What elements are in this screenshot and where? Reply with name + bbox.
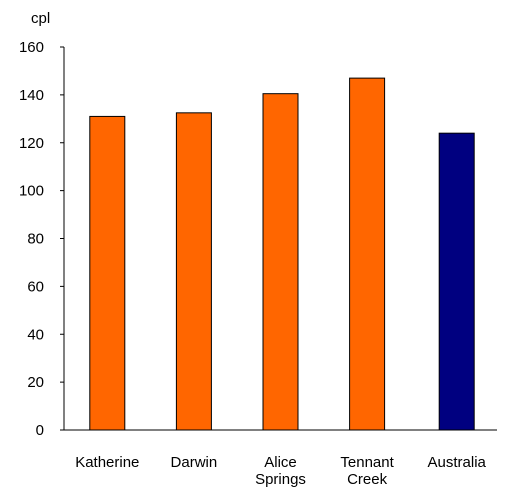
y-tick-label: 60 (27, 278, 44, 295)
x-category-label-line: Darwin (171, 454, 218, 471)
x-category-label: Tennant Creek (340, 454, 394, 488)
y-tick-label: 0 (36, 422, 44, 439)
x-category-label-line: Alice (264, 454, 297, 471)
y-tick-label: 80 (27, 231, 44, 248)
bar (175, 112, 212, 431)
y-axis-unit-label: cpl (31, 10, 50, 27)
x-category-label: Katherine (75, 454, 139, 471)
x-category-label: Alice Springs (255, 454, 306, 488)
x-category-label: Darwin (171, 454, 218, 471)
y-tick-label: 120 (19, 135, 44, 152)
y-tick-label: 140 (19, 87, 44, 104)
y-tick-label: 20 (27, 374, 44, 391)
y-axis-ticks: 0 20 40 60 80 100 120 140 160 (19, 39, 64, 439)
x-category-label: Australia (428, 454, 487, 471)
x-category-label-line: Katherine (75, 454, 139, 471)
x-category-label-line: Australia (428, 454, 487, 471)
x-category-label-line: Tennant (340, 454, 394, 471)
bar (438, 132, 475, 431)
bar (262, 93, 299, 431)
y-tick-label: 100 (19, 183, 44, 200)
y-tick-label: 40 (27, 326, 44, 343)
x-axis-labels: Katherine Darwin Alice Springs Tennant Creek A… (75, 454, 486, 488)
y-tick-label: 160 (19, 39, 44, 56)
x-category-label-line: Springs (255, 471, 306, 488)
bar (89, 115, 126, 431)
x-category-label-line: Creek (347, 471, 388, 488)
bars (89, 77, 475, 431)
bar (349, 77, 386, 431)
